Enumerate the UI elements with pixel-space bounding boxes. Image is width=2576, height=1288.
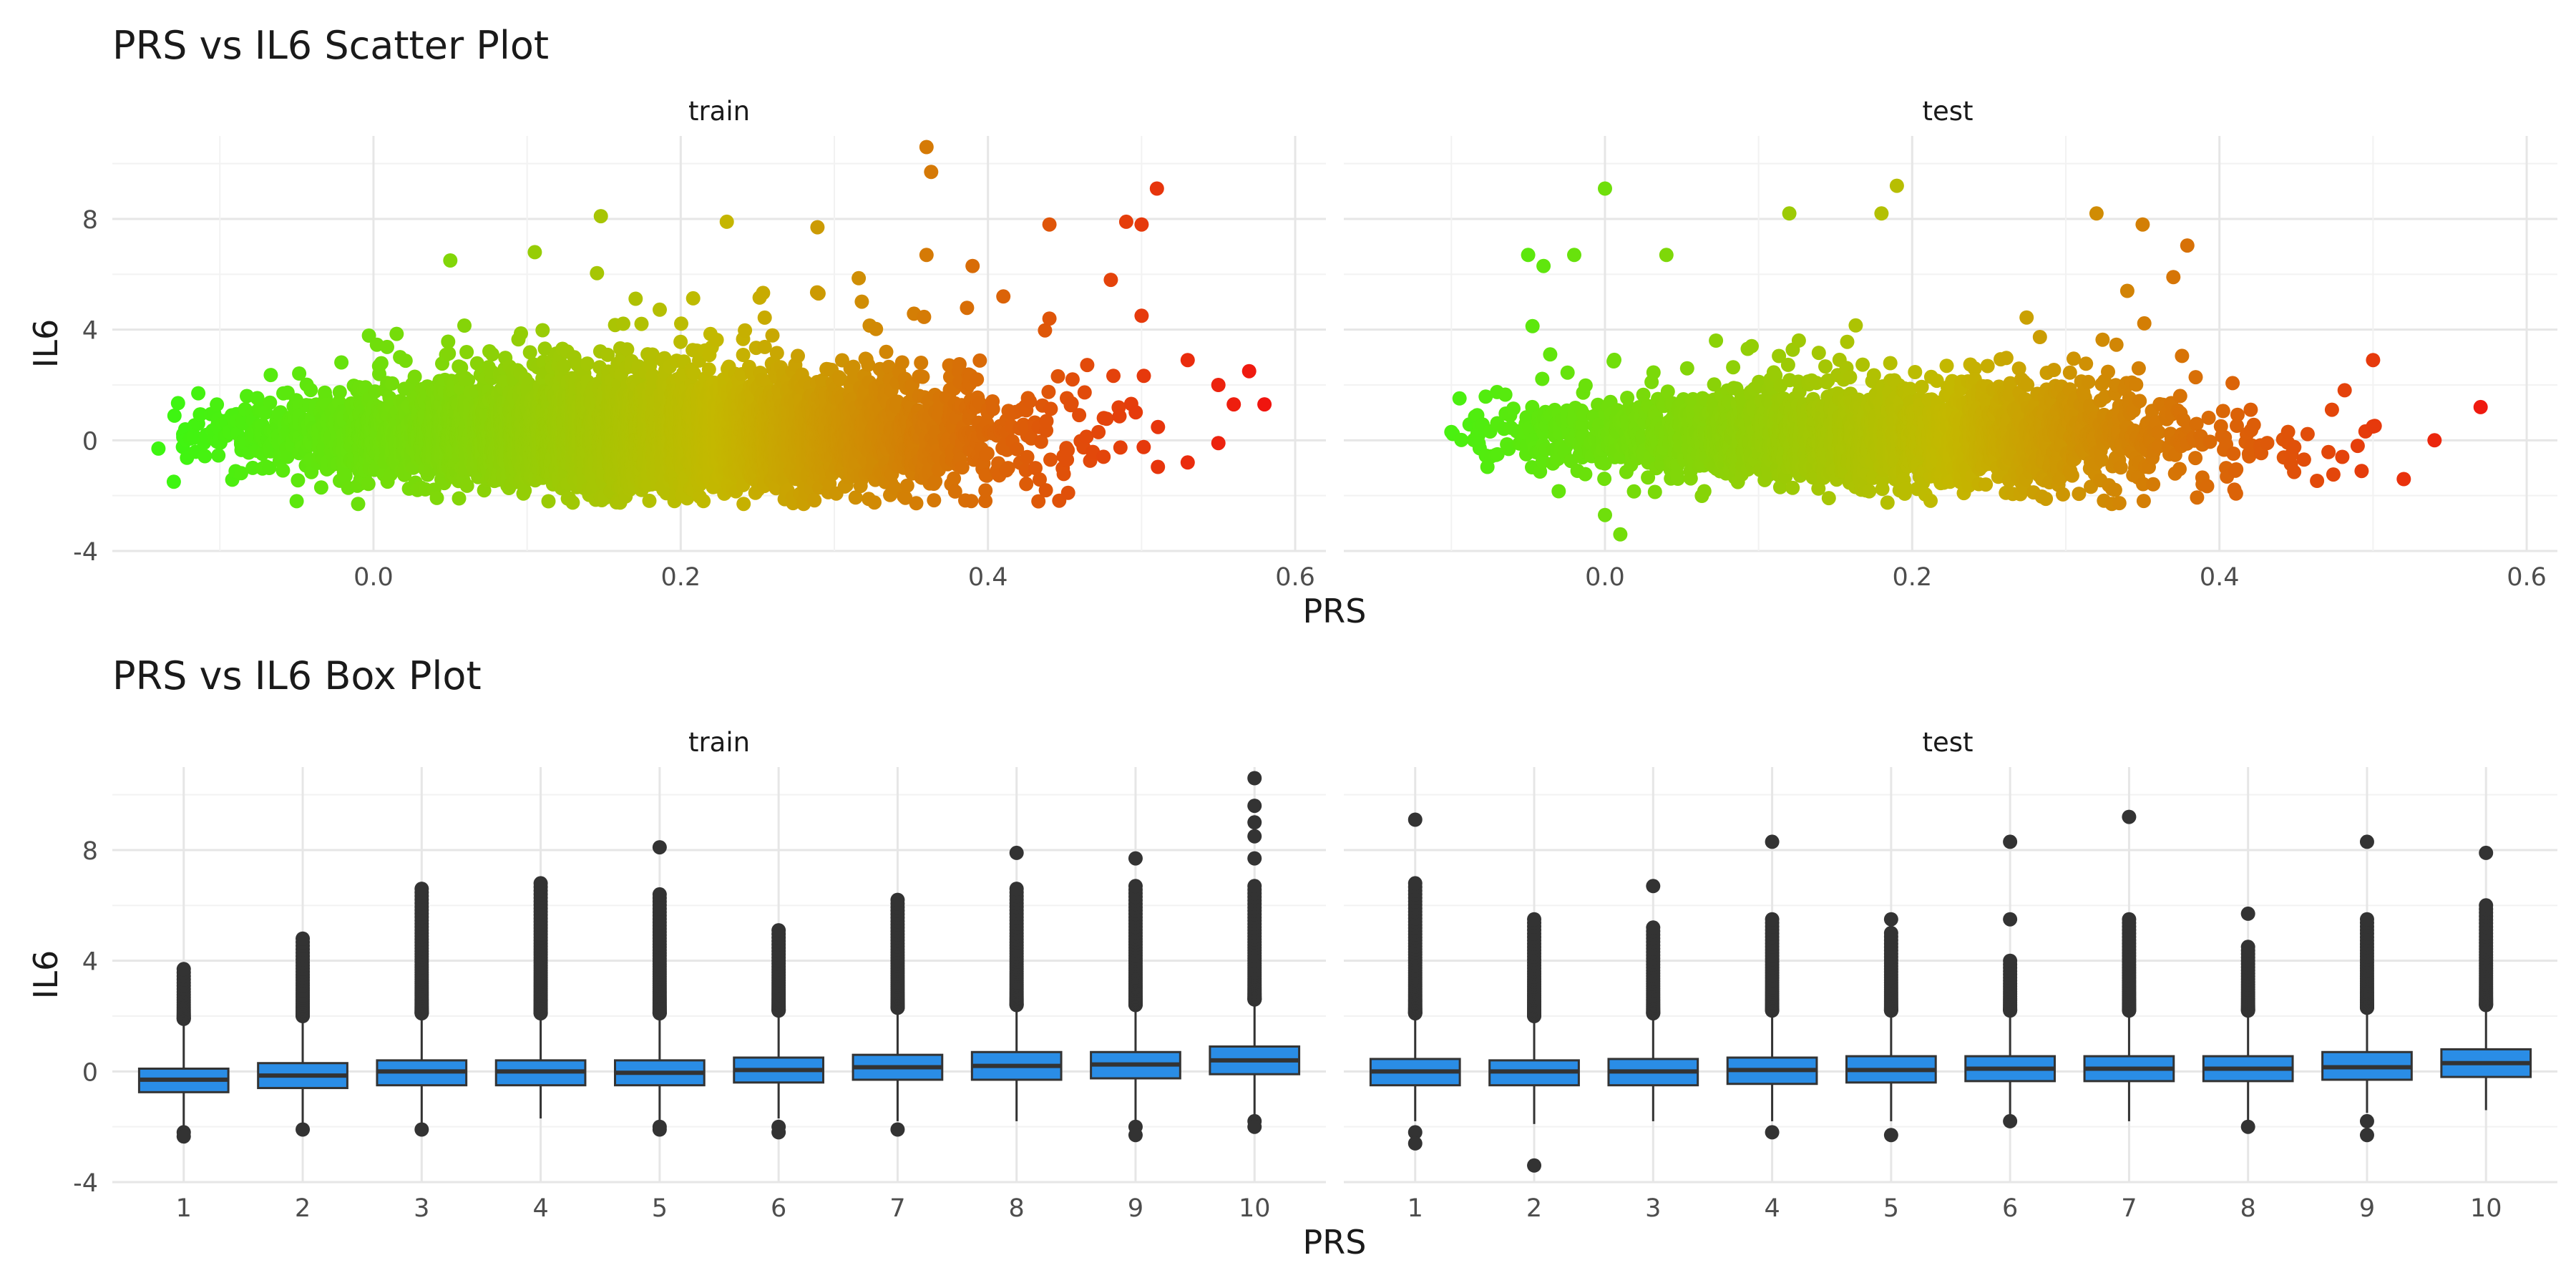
scatter-train-point	[580, 356, 595, 371]
scatter-train-point	[522, 345, 537, 360]
scatter-train-point	[151, 441, 166, 456]
scatter-train-point	[380, 339, 394, 354]
scatter-train-point	[628, 291, 643, 306]
scatter-train-point	[374, 356, 389, 371]
scatter-train-point	[407, 369, 422, 384]
scatter-train-point	[351, 497, 366, 512]
scatter-train-point	[167, 408, 182, 423]
scatter-train-point	[736, 497, 751, 512]
scatter-train-point	[590, 265, 605, 280]
scatter-train-point	[457, 318, 472, 333]
scatter-train-point	[738, 323, 753, 338]
scatter-train-point	[686, 291, 701, 306]
scatter-train-point	[642, 493, 657, 508]
scatter-train-point	[193, 407, 208, 422]
scatter-train-point	[332, 385, 347, 400]
scatter-train-point	[674, 316, 688, 331]
scatter-train-point	[250, 391, 265, 406]
scatter-train-point	[719, 214, 734, 229]
scatter-train-point	[262, 461, 277, 475]
scatter-train-point	[441, 346, 457, 361]
scatter-train-point	[385, 376, 400, 391]
scatter-train-point	[696, 494, 711, 509]
scatter-train-point	[210, 397, 225, 412]
scatter-train-point	[398, 353, 413, 369]
scatter-train-point	[653, 302, 667, 317]
scatter-train-point	[527, 245, 542, 260]
scatter-train-point	[441, 334, 456, 349]
scatter-train-point	[484, 347, 499, 362]
scatter-train-point	[234, 466, 248, 481]
scatter-train-point	[303, 383, 318, 398]
scatter-train-point	[459, 345, 474, 359]
scatter-title: PRS vs IL6 Scatter Plot	[112, 23, 549, 68]
scatter-train-point	[389, 326, 404, 341]
scatter-train-point	[313, 480, 328, 495]
scatter-train-point	[211, 448, 226, 463]
scatter-train-point	[673, 334, 688, 349]
scatter-train-point	[170, 396, 185, 411]
scatter-panel-train: train 0.0 0.2 0.4 0.6	[112, 96, 1326, 592]
scatter-train-point	[334, 355, 349, 370]
scatter-train-point	[616, 316, 630, 331]
scatter-train-point	[280, 449, 295, 464]
scatter-train-point	[514, 326, 528, 341]
scatter-train-point	[191, 386, 206, 401]
scatter-train-point	[429, 490, 444, 505]
scatter-facet-label-train: train	[688, 96, 750, 127]
scatter-train-point	[593, 209, 608, 224]
scatter-train-point	[541, 494, 556, 509]
scatter-train-point	[291, 473, 306, 488]
scatter-train-point	[565, 495, 580, 510]
scatter-train-point	[166, 474, 181, 489]
scatter-train-point	[275, 463, 291, 478]
scatter-train-point	[535, 323, 550, 338]
scatter-train-point	[263, 395, 278, 410]
scatter-train-point	[292, 366, 307, 381]
scatter-train-point	[263, 368, 278, 383]
scatter-train-point	[709, 333, 724, 347]
scatter-train-point	[289, 494, 304, 509]
scatter-train-point	[452, 491, 467, 506]
scatter-train-point	[361, 477, 376, 492]
scatter-section: PRS vs IL6 Scatter Plot train 0.0 0.2 0.4 0…	[26, 23, 2557, 630]
scatter-train-point	[197, 449, 213, 464]
scatter-train-point	[701, 362, 716, 377]
scatter-train-point	[634, 316, 649, 331]
scatter-train-point	[443, 253, 458, 268]
